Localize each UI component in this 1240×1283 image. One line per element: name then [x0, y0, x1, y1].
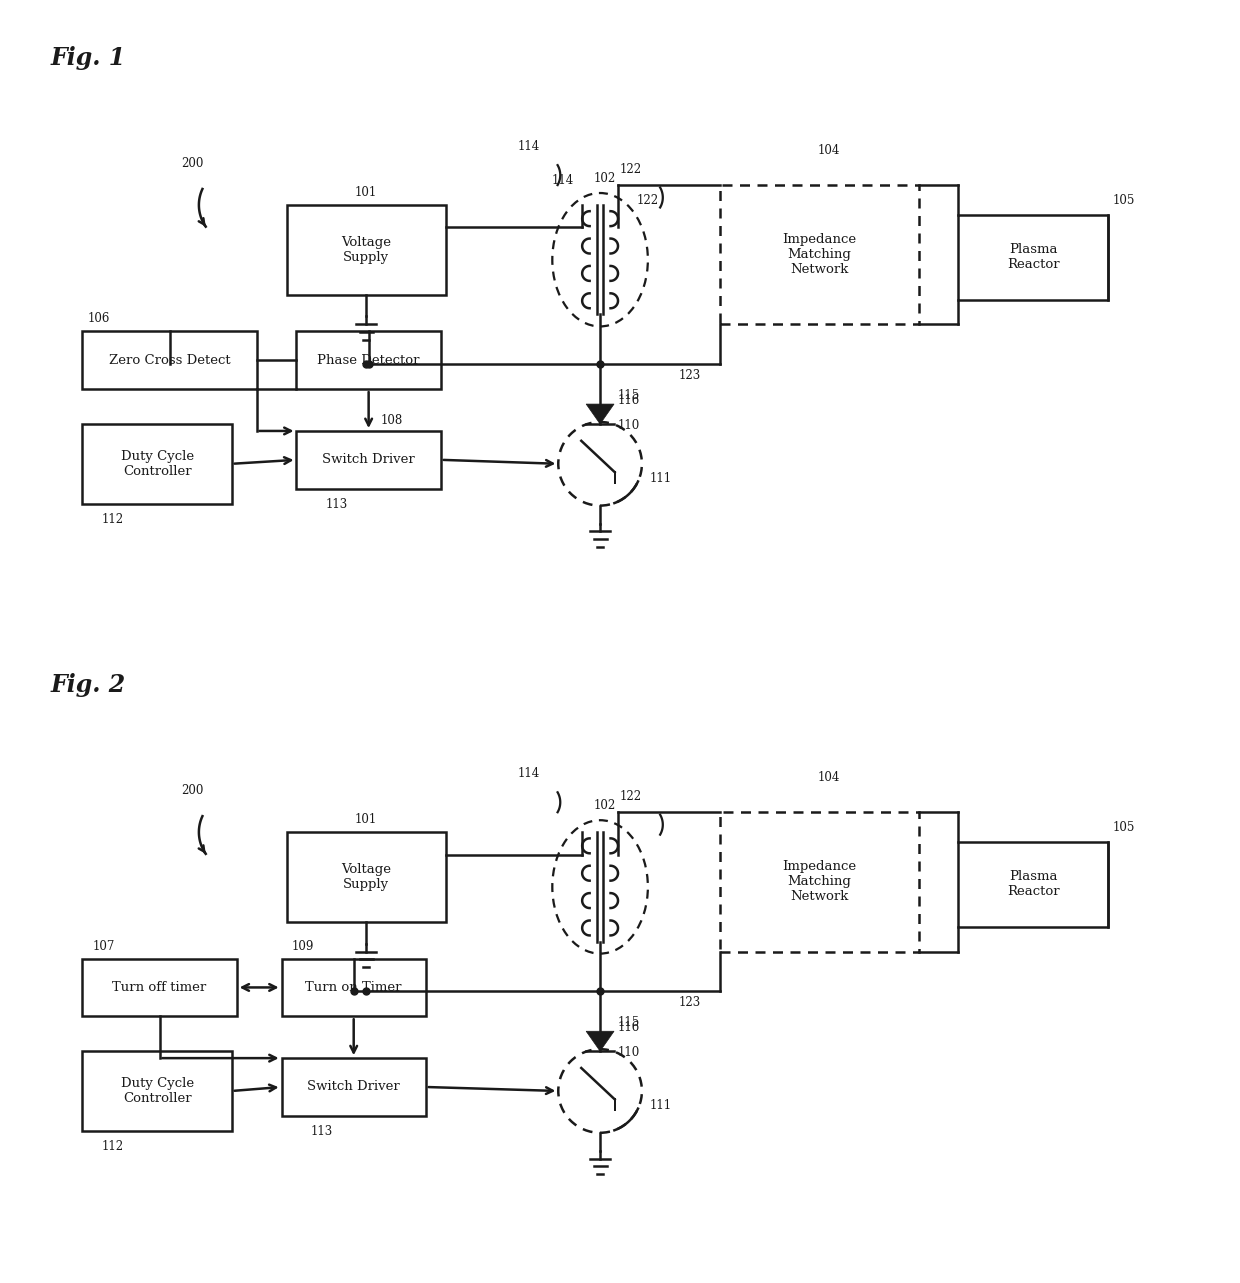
Text: 106: 106	[87, 313, 110, 326]
Text: 107: 107	[92, 939, 115, 952]
Text: 200: 200	[181, 784, 203, 797]
Text: Duty Cycle
Controller: Duty Cycle Controller	[120, 1076, 193, 1105]
Bar	[719, 812, 919, 952]
Text: 123: 123	[678, 370, 701, 382]
Text: Voltage
Supply: Voltage Supply	[341, 863, 391, 890]
Bar	[281, 958, 425, 1016]
Text: 111: 111	[650, 472, 672, 485]
Text: 112: 112	[102, 512, 123, 526]
Text: 122: 122	[637, 195, 658, 208]
Text: 101: 101	[355, 186, 377, 199]
Text: 123: 123	[678, 997, 701, 1010]
Bar	[82, 331, 257, 389]
Text: 200: 200	[181, 157, 203, 171]
Text: Plasma
Reactor: Plasma Reactor	[1007, 244, 1059, 271]
Text: 115: 115	[618, 1016, 640, 1029]
Text: 114: 114	[517, 767, 539, 780]
Text: 111: 111	[650, 1098, 672, 1112]
Text: 114: 114	[552, 174, 574, 187]
Text: 113: 113	[325, 498, 347, 511]
Polygon shape	[587, 1032, 614, 1051]
Text: Plasma
Reactor: Plasma Reactor	[1007, 870, 1059, 898]
Bar	[82, 958, 237, 1016]
Polygon shape	[587, 404, 614, 423]
Text: 109: 109	[291, 939, 314, 952]
Text: 122: 122	[620, 163, 642, 176]
Text: 110: 110	[618, 420, 640, 432]
Text: 116: 116	[618, 1021, 640, 1034]
Bar	[296, 331, 440, 389]
Text: Impedance
Matching
Network: Impedance Matching Network	[782, 861, 856, 903]
Text: 102: 102	[594, 172, 616, 185]
Text: 104: 104	[818, 144, 841, 158]
Bar	[281, 1058, 425, 1116]
Text: Switch Driver: Switch Driver	[322, 453, 415, 466]
Text: 108: 108	[381, 414, 403, 427]
Text: Fig. 2: Fig. 2	[51, 672, 125, 697]
Text: 112: 112	[102, 1139, 123, 1152]
Text: Fig. 1: Fig. 1	[51, 46, 125, 69]
Text: 113: 113	[310, 1125, 332, 1138]
Text: 104: 104	[818, 771, 841, 784]
Text: Phase Detector: Phase Detector	[317, 354, 420, 367]
Text: 115: 115	[618, 389, 640, 402]
Bar	[286, 205, 446, 295]
Bar	[959, 842, 1107, 926]
Text: Voltage
Supply: Voltage Supply	[341, 236, 391, 264]
Text: 122: 122	[620, 790, 642, 803]
Bar	[286, 833, 446, 921]
Text: Impedance
Matching
Network: Impedance Matching Network	[782, 234, 856, 276]
Text: 116: 116	[618, 394, 640, 407]
Bar	[719, 185, 919, 325]
Bar	[82, 1051, 232, 1130]
Text: 105: 105	[1112, 821, 1135, 834]
Text: Turn on Timer: Turn on Timer	[305, 981, 402, 994]
Text: 114: 114	[517, 140, 539, 153]
Bar	[82, 423, 232, 504]
Text: 110: 110	[618, 1046, 640, 1060]
Text: Duty Cycle
Controller: Duty Cycle Controller	[120, 450, 193, 477]
Text: 105: 105	[1112, 194, 1135, 207]
Bar	[959, 216, 1107, 299]
Bar	[296, 431, 440, 489]
Text: Zero Cross Detect: Zero Cross Detect	[109, 354, 231, 367]
Text: 101: 101	[355, 813, 377, 826]
Text: Turn off timer: Turn off timer	[113, 981, 207, 994]
Text: 102: 102	[594, 799, 616, 812]
Text: Switch Driver: Switch Driver	[308, 1080, 401, 1093]
